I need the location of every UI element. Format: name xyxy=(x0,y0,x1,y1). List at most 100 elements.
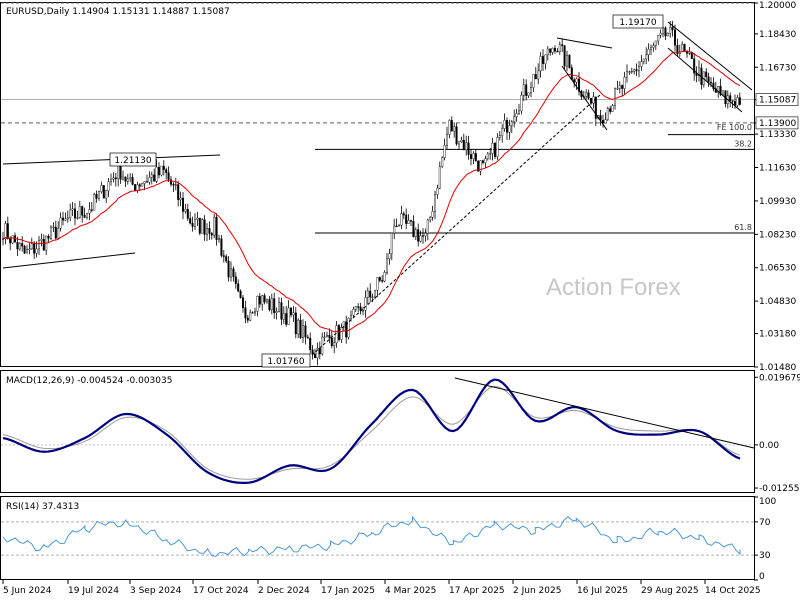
candle-body xyxy=(450,120,453,132)
candle-body xyxy=(220,238,223,256)
candle-body xyxy=(326,335,329,338)
candle-body xyxy=(417,229,420,242)
candle-body xyxy=(205,228,208,235)
candle-body xyxy=(256,296,259,312)
candle-body xyxy=(153,174,156,182)
candle-body xyxy=(229,268,232,278)
candle-body xyxy=(386,258,389,273)
swing-high-label-box xyxy=(109,152,157,167)
candle-body xyxy=(621,85,624,89)
candle-body xyxy=(369,290,372,298)
candle-body xyxy=(400,213,403,226)
candle-body xyxy=(23,245,26,254)
candle-body xyxy=(458,141,461,145)
candle-body xyxy=(424,233,427,237)
candle-body xyxy=(558,44,561,52)
candle-body xyxy=(90,209,93,211)
candle-body xyxy=(688,52,691,54)
candle-body xyxy=(81,206,84,216)
candle-body xyxy=(105,190,108,199)
candle-body xyxy=(302,325,305,338)
candle-body xyxy=(239,290,242,298)
candle-body xyxy=(261,295,264,305)
candle-body xyxy=(95,194,98,199)
rsi-tick-label: 70 xyxy=(759,518,771,528)
candle-body xyxy=(566,55,569,67)
candle-body xyxy=(575,78,578,83)
candle-body xyxy=(446,134,449,146)
rsi-tick-label: 100 xyxy=(759,497,776,507)
candle-body xyxy=(570,67,573,80)
macd-signal-line xyxy=(2,385,741,480)
candle-body xyxy=(141,183,144,187)
candle-body xyxy=(465,142,468,151)
candle-body xyxy=(561,44,564,46)
candle-body xyxy=(470,154,473,159)
candle-body xyxy=(21,243,24,247)
date-tick-label: 17 Oct 2024 xyxy=(193,586,249,596)
candle-body xyxy=(193,219,196,227)
candle-body xyxy=(506,120,509,133)
candle-body xyxy=(198,217,201,234)
candle-body xyxy=(335,325,338,344)
rsi-header: RSI(14) 37.4313 xyxy=(6,502,79,512)
candle-body xyxy=(738,97,741,105)
candle-body xyxy=(640,61,643,67)
candle-body xyxy=(614,88,617,106)
candle-body xyxy=(494,143,497,157)
candle-body xyxy=(731,100,734,102)
candle-body xyxy=(4,223,7,240)
candle-body xyxy=(316,348,319,359)
fib-382-label: 38.2 xyxy=(734,139,752,148)
candle-body xyxy=(431,211,434,218)
candle-body xyxy=(57,228,60,239)
candle-body xyxy=(93,194,96,211)
candle-body xyxy=(213,217,216,236)
candle-body xyxy=(513,116,516,122)
candle-body xyxy=(232,268,235,277)
candle-body xyxy=(594,96,597,119)
candle-body xyxy=(314,353,317,359)
candle-body xyxy=(263,295,266,303)
candle-body xyxy=(671,26,674,31)
candle-body xyxy=(28,248,31,250)
candle-body xyxy=(436,188,439,195)
candle-body xyxy=(585,92,588,97)
candle-body xyxy=(131,177,134,185)
main-series-layer: FE 100.0 38.2 61.8 1.19170 1.01760 1.21130 xyxy=(1,2,754,368)
candle-body xyxy=(126,178,129,182)
candle-body xyxy=(662,27,665,34)
candle-body xyxy=(102,185,105,199)
candle-body xyxy=(321,336,324,355)
candle-body xyxy=(383,272,386,282)
candle-body xyxy=(712,82,715,89)
candle-body xyxy=(707,76,710,83)
price-tick-label: 1.20000 xyxy=(759,1,796,11)
candle-body xyxy=(515,113,518,118)
candle-body xyxy=(155,166,158,182)
candle-body xyxy=(669,26,672,34)
macd-header: MACD(12,26,9) -0.004524 -0.003035 xyxy=(6,376,172,386)
candle-body xyxy=(479,160,482,172)
candle-body xyxy=(62,217,65,221)
candle-body xyxy=(546,48,549,56)
candle-body xyxy=(414,229,417,238)
candle-body xyxy=(287,307,290,325)
candle-body xyxy=(460,139,463,143)
candle-body xyxy=(306,336,309,339)
candle-body xyxy=(606,108,609,120)
lower-channel-line xyxy=(2,252,136,269)
candle-body xyxy=(345,321,348,338)
candle-body xyxy=(294,312,297,335)
rsi-line xyxy=(2,515,741,557)
candle-body xyxy=(196,217,199,220)
candle-body xyxy=(657,35,660,42)
candle-body xyxy=(258,296,261,305)
candle-body xyxy=(50,226,53,239)
candle-body xyxy=(342,321,345,328)
candle-body xyxy=(717,86,720,93)
candle-body xyxy=(381,280,384,282)
candle-body xyxy=(85,213,88,218)
